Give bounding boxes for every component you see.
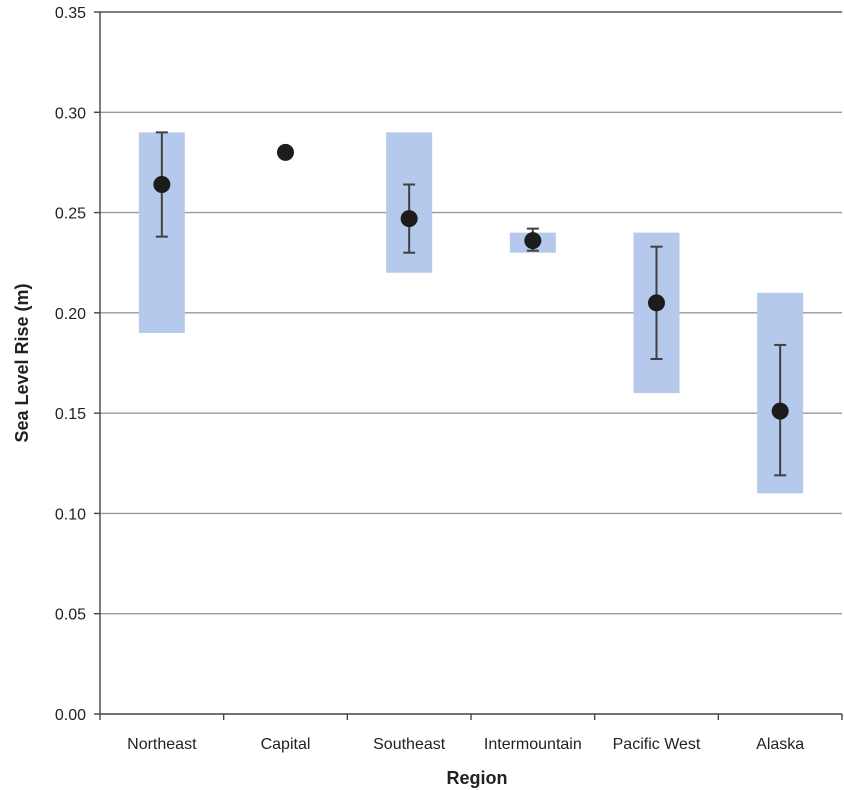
y-tick-label: 0.35 <box>55 5 86 22</box>
y-tick-label: 0.25 <box>55 206 86 223</box>
data-point <box>277 143 294 161</box>
x-tick-label: Alaska <box>756 736 804 753</box>
data-points <box>153 143 789 420</box>
data-point <box>771 402 789 420</box>
y-tick-label: 0.05 <box>55 607 86 624</box>
data-point <box>153 175 171 193</box>
error-bars <box>155 131 787 477</box>
data-point <box>400 210 418 228</box>
y-axis-title: Sea Level Rise (m) <box>12 283 32 442</box>
tick-labels: 0.00 0.05 0.10 0.15 0.20 0.25 0.30 0.35 Northeas… <box>55 5 804 753</box>
x-tick-label: Capital <box>261 736 311 753</box>
data-point <box>524 232 542 250</box>
range-boxes <box>138 132 804 494</box>
y-tick-label: 0.20 <box>55 306 86 323</box>
x-tick-label: Pacific West <box>613 736 701 753</box>
x-tick-label: Northeast <box>127 736 197 753</box>
y-tick-label: 0.10 <box>55 506 86 523</box>
x-tick-label: Southeast <box>373 736 446 753</box>
y-tick-label: 0.00 <box>55 707 86 724</box>
data-point <box>648 294 665 312</box>
x-tick-label: Intermountain <box>484 736 582 753</box>
y-tick-label: 0.15 <box>55 406 86 423</box>
y-tick-label: 0.30 <box>55 105 86 122</box>
axes <box>94 11 843 720</box>
grid-lines <box>100 11 842 615</box>
x-axis-title: Region <box>447 768 508 788</box>
